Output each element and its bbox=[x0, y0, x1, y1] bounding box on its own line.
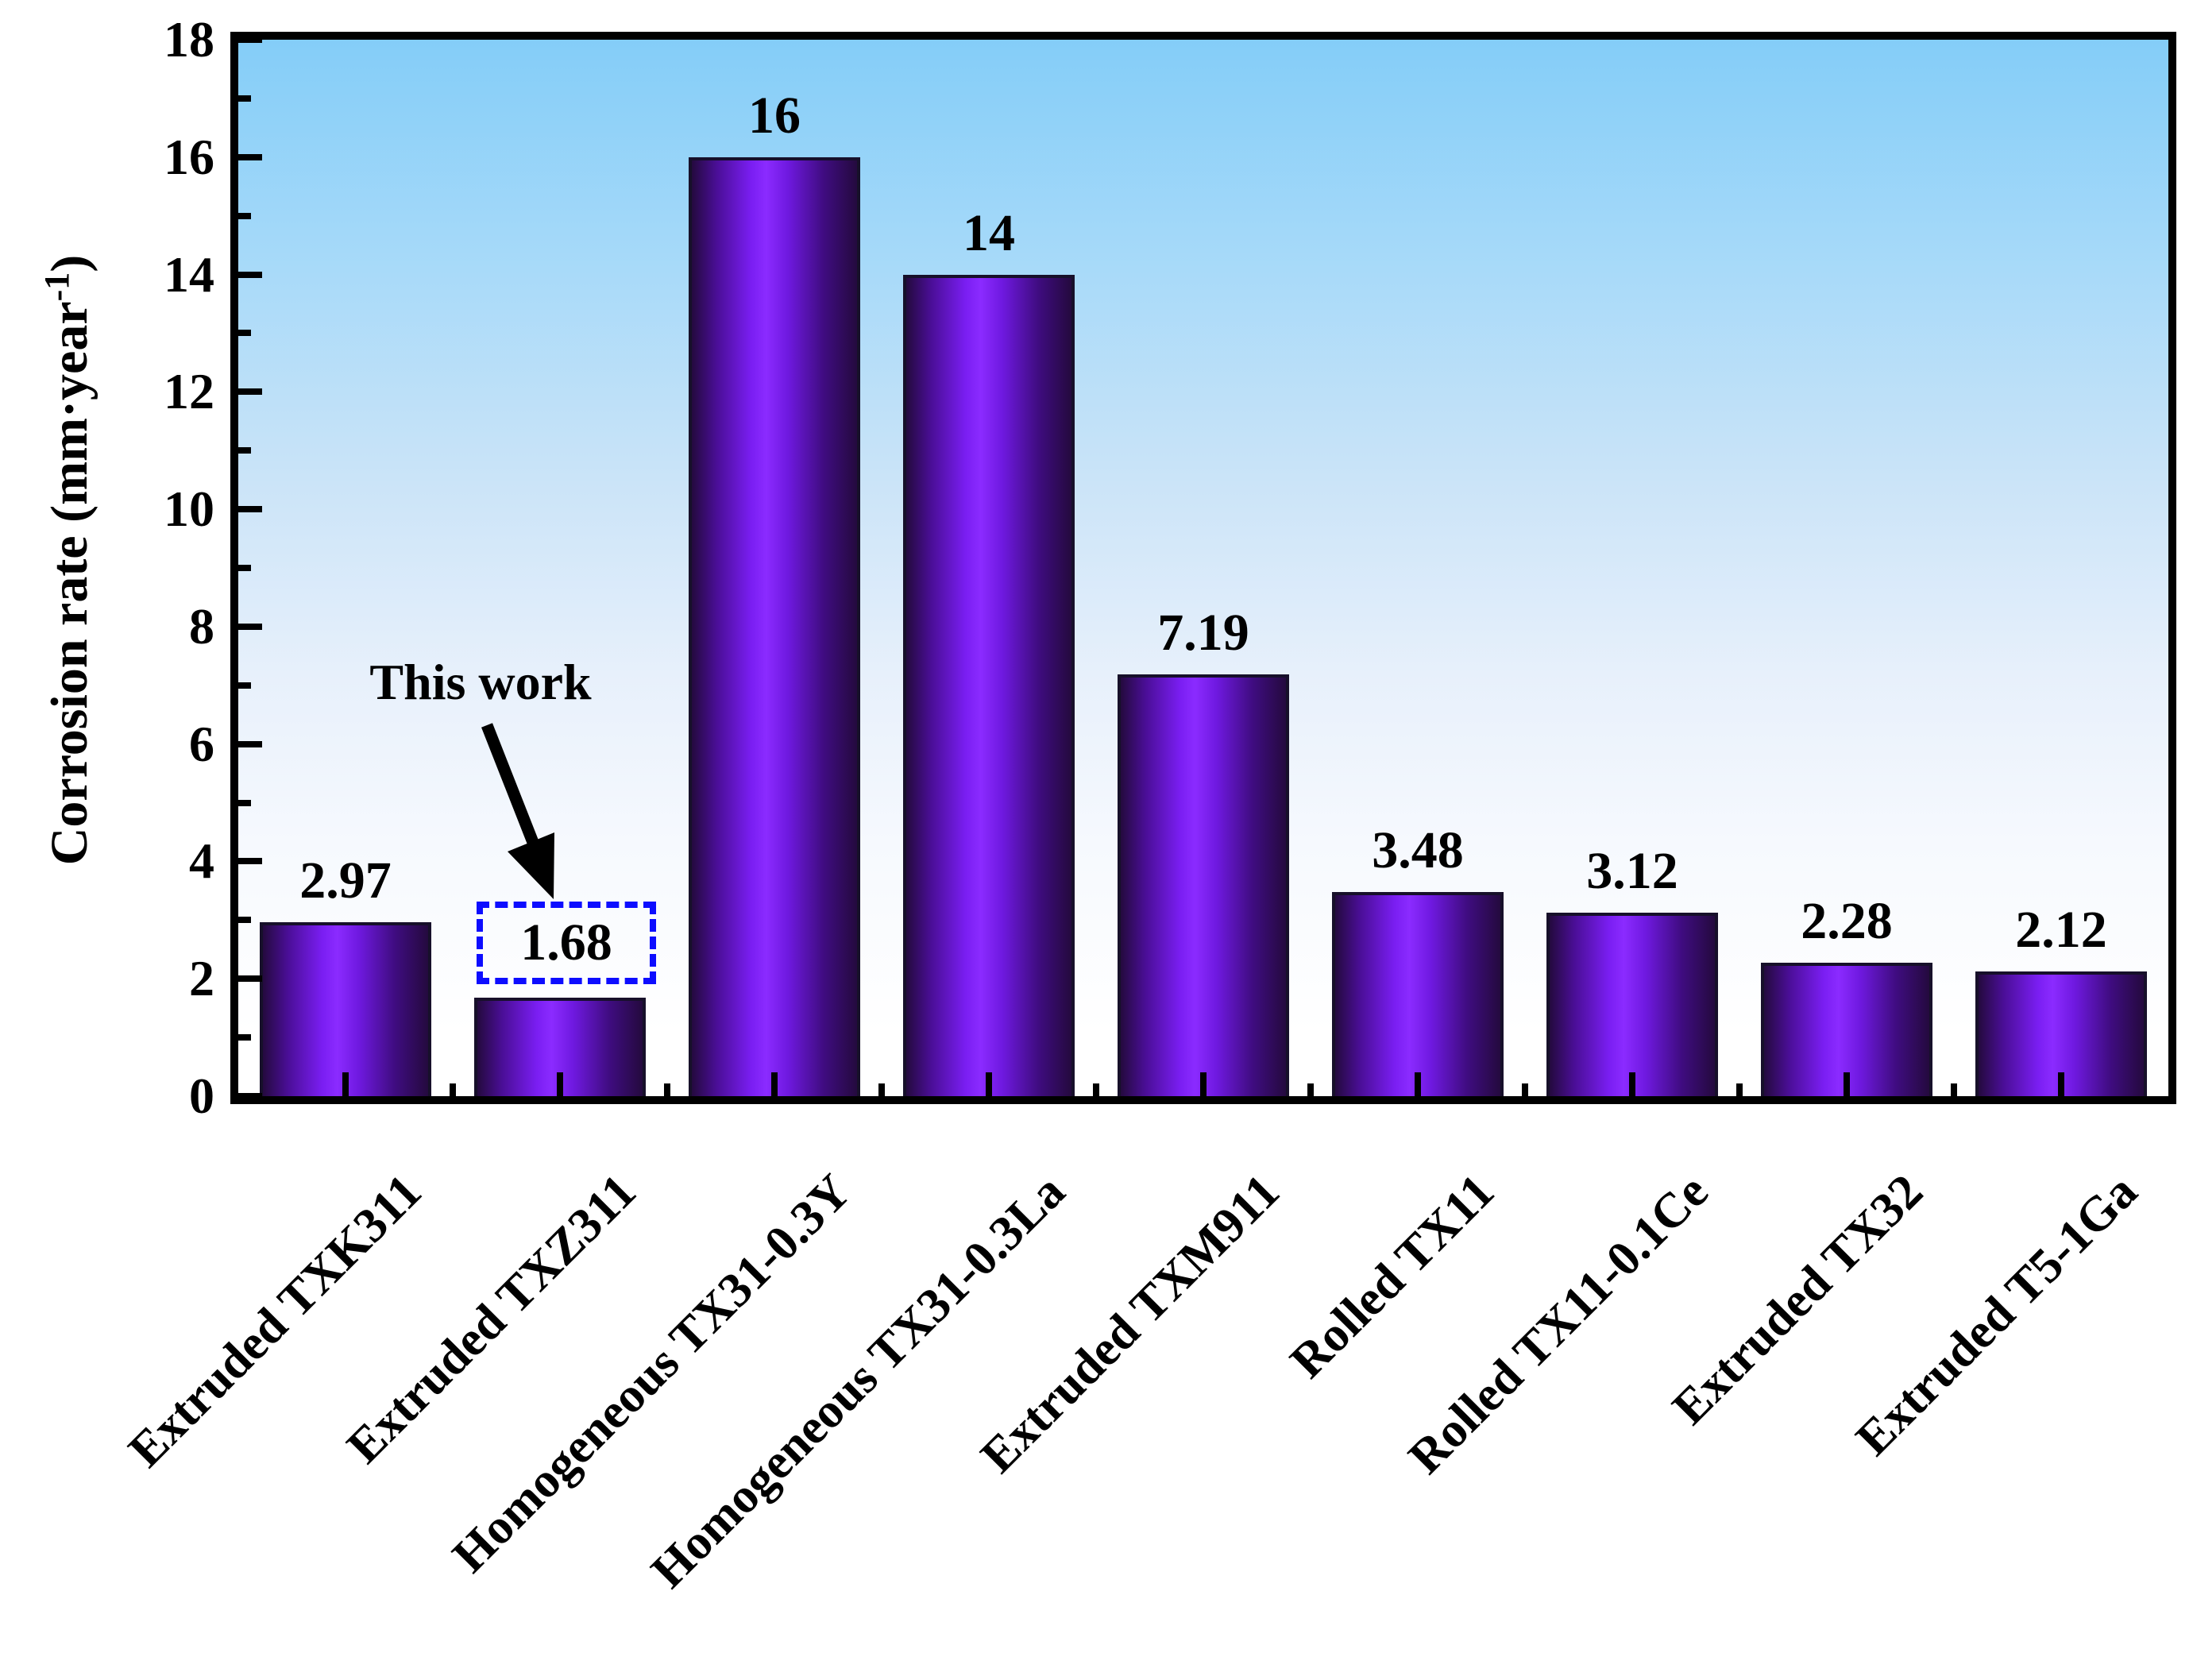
y-axis-tick-label: 0 bbox=[189, 1068, 214, 1124]
bar-value-label: 14 bbox=[963, 203, 1015, 262]
highlight-dashed-box: 1.68 bbox=[477, 901, 656, 984]
bar-value-label: 2.97 bbox=[299, 851, 392, 910]
x-axis-minor-tick bbox=[1736, 1083, 1743, 1096]
x-axis-minor-tick bbox=[450, 1083, 456, 1096]
bar bbox=[1332, 891, 1504, 1096]
y-axis-major-tick bbox=[238, 37, 262, 43]
bar bbox=[1118, 674, 1289, 1096]
y-axis-tick-label: 10 bbox=[164, 481, 214, 538]
y-axis-major-tick bbox=[238, 1093, 262, 1099]
x-axis-minor-tick bbox=[664, 1083, 670, 1096]
y-axis-title-superscript: -1 bbox=[37, 272, 76, 302]
x-axis-minor-tick bbox=[878, 1083, 885, 1096]
y-axis-minor-tick bbox=[238, 1034, 251, 1041]
annotation-this-work: This work bbox=[369, 654, 592, 710]
y-axis-major-tick bbox=[238, 506, 262, 513]
x-axis-major-tick bbox=[1629, 1072, 1635, 1096]
x-axis-category-label: Homogeneous TX31-0.3La bbox=[641, 1164, 1075, 1599]
bar-value-label: 16 bbox=[748, 86, 801, 145]
bar-value-label: 1.68 bbox=[520, 913, 612, 971]
y-axis-minor-tick bbox=[238, 917, 251, 924]
y-axis-tick-label: 8 bbox=[189, 597, 214, 655]
bar bbox=[689, 156, 860, 1096]
bar-value-label: 2.12 bbox=[2015, 901, 2107, 960]
y-axis-minor-tick bbox=[238, 565, 251, 571]
y-axis-minor-tick bbox=[238, 682, 251, 689]
x-axis-category-label: Rolled TX11 bbox=[1280, 1164, 1504, 1389]
bar-value-label: 3.12 bbox=[1586, 842, 1678, 901]
x-axis-major-tick bbox=[771, 1072, 778, 1096]
y-axis-minor-tick bbox=[238, 212, 251, 219]
y-axis-tick-label: 16 bbox=[164, 128, 214, 185]
y-axis-minor-tick bbox=[238, 95, 251, 102]
y-axis-tick-label: 6 bbox=[189, 715, 214, 772]
y-axis-minor-tick bbox=[238, 447, 251, 454]
y-axis-major-tick bbox=[238, 858, 262, 865]
y-axis-title: Corrosion rate (mm·year-1) bbox=[34, 0, 106, 1156]
y-axis-title-suffix: ) bbox=[41, 254, 98, 272]
x-axis-major-tick bbox=[342, 1072, 349, 1096]
x-axis-major-tick bbox=[2058, 1072, 2064, 1096]
x-axis-minor-tick bbox=[1307, 1083, 1314, 1096]
y-axis-tick-label: 12 bbox=[164, 363, 214, 420]
y-axis-major-tick bbox=[238, 740, 262, 747]
x-axis-category-label: Homogeneous TX31-0.3Y bbox=[442, 1164, 861, 1583]
y-axis-minor-tick bbox=[238, 799, 251, 806]
x-axis-major-tick bbox=[1415, 1072, 1421, 1096]
bar-value-label: 2.28 bbox=[1801, 891, 1893, 950]
bar bbox=[260, 921, 431, 1096]
y-axis-major-tick bbox=[238, 623, 262, 630]
bar bbox=[903, 274, 1075, 1096]
bar bbox=[1546, 913, 1718, 1096]
y-axis-tick-label: 4 bbox=[189, 832, 214, 890]
x-axis-major-tick bbox=[986, 1072, 992, 1096]
x-axis-major-tick bbox=[1844, 1072, 1850, 1096]
y-axis-tick-label: 14 bbox=[164, 245, 214, 303]
x-axis-minor-tick bbox=[1093, 1083, 1099, 1096]
y-axis-title-text: Corrosion rate (mm·year bbox=[41, 301, 98, 866]
y-axis-tick-label: 18 bbox=[164, 11, 214, 68]
y-axis-major-tick bbox=[238, 153, 262, 160]
x-axis-major-tick bbox=[1200, 1072, 1207, 1096]
y-axis-tick-label: 2 bbox=[189, 950, 214, 1007]
x-axis-major-tick bbox=[557, 1072, 563, 1096]
y-axis-major-tick bbox=[238, 975, 262, 983]
bar bbox=[474, 997, 646, 1096]
y-axis-minor-tick bbox=[238, 330, 251, 337]
bar-value-label: 7.19 bbox=[1157, 603, 1249, 662]
x-axis-minor-tick bbox=[1522, 1083, 1528, 1096]
y-axis-major-tick bbox=[238, 388, 262, 396]
x-axis-minor-tick bbox=[1951, 1083, 1957, 1096]
bar-value-label: 3.48 bbox=[1372, 821, 1464, 879]
y-axis-major-tick bbox=[238, 271, 262, 278]
